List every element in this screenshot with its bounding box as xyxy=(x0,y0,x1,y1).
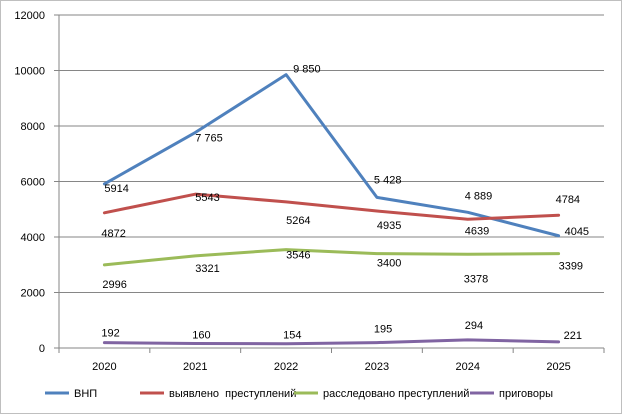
data-label: 192 xyxy=(101,328,119,340)
data-label: 3321 xyxy=(195,263,219,275)
series-line-4 xyxy=(102,338,561,346)
x-tick-label: 2021 xyxy=(183,361,207,373)
data-labels: 5914 7 765 9 850 5 428 4 889 4045 4872 5543 5264… xyxy=(101,64,589,342)
legend-label: ВНП xyxy=(74,388,97,400)
y-tick-labels: 0 2000 4000 6000 8000 10000 12000 xyxy=(14,10,45,355)
data-label: 154 xyxy=(283,330,301,342)
data-label: 9 850 xyxy=(293,64,321,76)
y-tick-label: 10000 xyxy=(14,66,45,78)
legend-label: приговоры xyxy=(499,388,553,400)
data-label: 5543 xyxy=(195,192,219,204)
data-label: 3378 xyxy=(464,273,488,285)
data-label: 3399 xyxy=(559,261,583,273)
legend-label: расследовано преступлений xyxy=(323,388,469,400)
data-label: 5264 xyxy=(286,215,310,227)
data-label: 2996 xyxy=(102,279,126,291)
y-tick-label: 8000 xyxy=(21,121,45,133)
data-label: 5914 xyxy=(104,183,128,195)
data-label: 3400 xyxy=(377,258,401,270)
legend: ВНП выявлено преступлений расследовано пре… xyxy=(45,388,553,400)
data-label: 294 xyxy=(465,320,483,332)
data-label: 5 428 xyxy=(374,174,402,186)
y-tick-label: 6000 xyxy=(21,177,45,189)
x-tick-label: 2023 xyxy=(365,361,389,373)
x-tick-label: 2024 xyxy=(456,361,480,373)
x-tick-label: 2020 xyxy=(92,361,116,373)
data-label: 7 765 xyxy=(195,133,223,145)
y-tick-label: 12000 xyxy=(14,10,45,22)
data-label: 160 xyxy=(192,330,210,342)
legend-label: выявлено преступлений xyxy=(169,388,296,400)
data-label: 4784 xyxy=(556,194,580,206)
y-tick-label: 4000 xyxy=(21,232,45,244)
gridlines xyxy=(59,14,604,293)
data-label: 3546 xyxy=(286,250,310,262)
series-line-2 xyxy=(102,192,561,221)
data-label: 4045 xyxy=(565,226,589,238)
series-line-1 xyxy=(102,73,561,238)
data-label: 4639 xyxy=(465,225,489,237)
data-label: 4 889 xyxy=(465,190,493,202)
series-lines xyxy=(102,73,561,346)
y-tick-label: 0 xyxy=(39,343,45,355)
data-label: 195 xyxy=(374,324,392,336)
data-label: 4872 xyxy=(101,228,125,240)
x-tick-labels: 2020 2021 2022 2023 2024 2025 xyxy=(92,361,571,373)
y-tick-label: 2000 xyxy=(21,288,45,300)
x-tick-label: 2022 xyxy=(274,361,298,373)
x-tick-label: 2025 xyxy=(546,361,570,373)
series-line-3 xyxy=(102,248,561,267)
data-label: 221 xyxy=(564,330,582,342)
data-label: 4935 xyxy=(377,220,401,232)
axes xyxy=(54,14,605,353)
